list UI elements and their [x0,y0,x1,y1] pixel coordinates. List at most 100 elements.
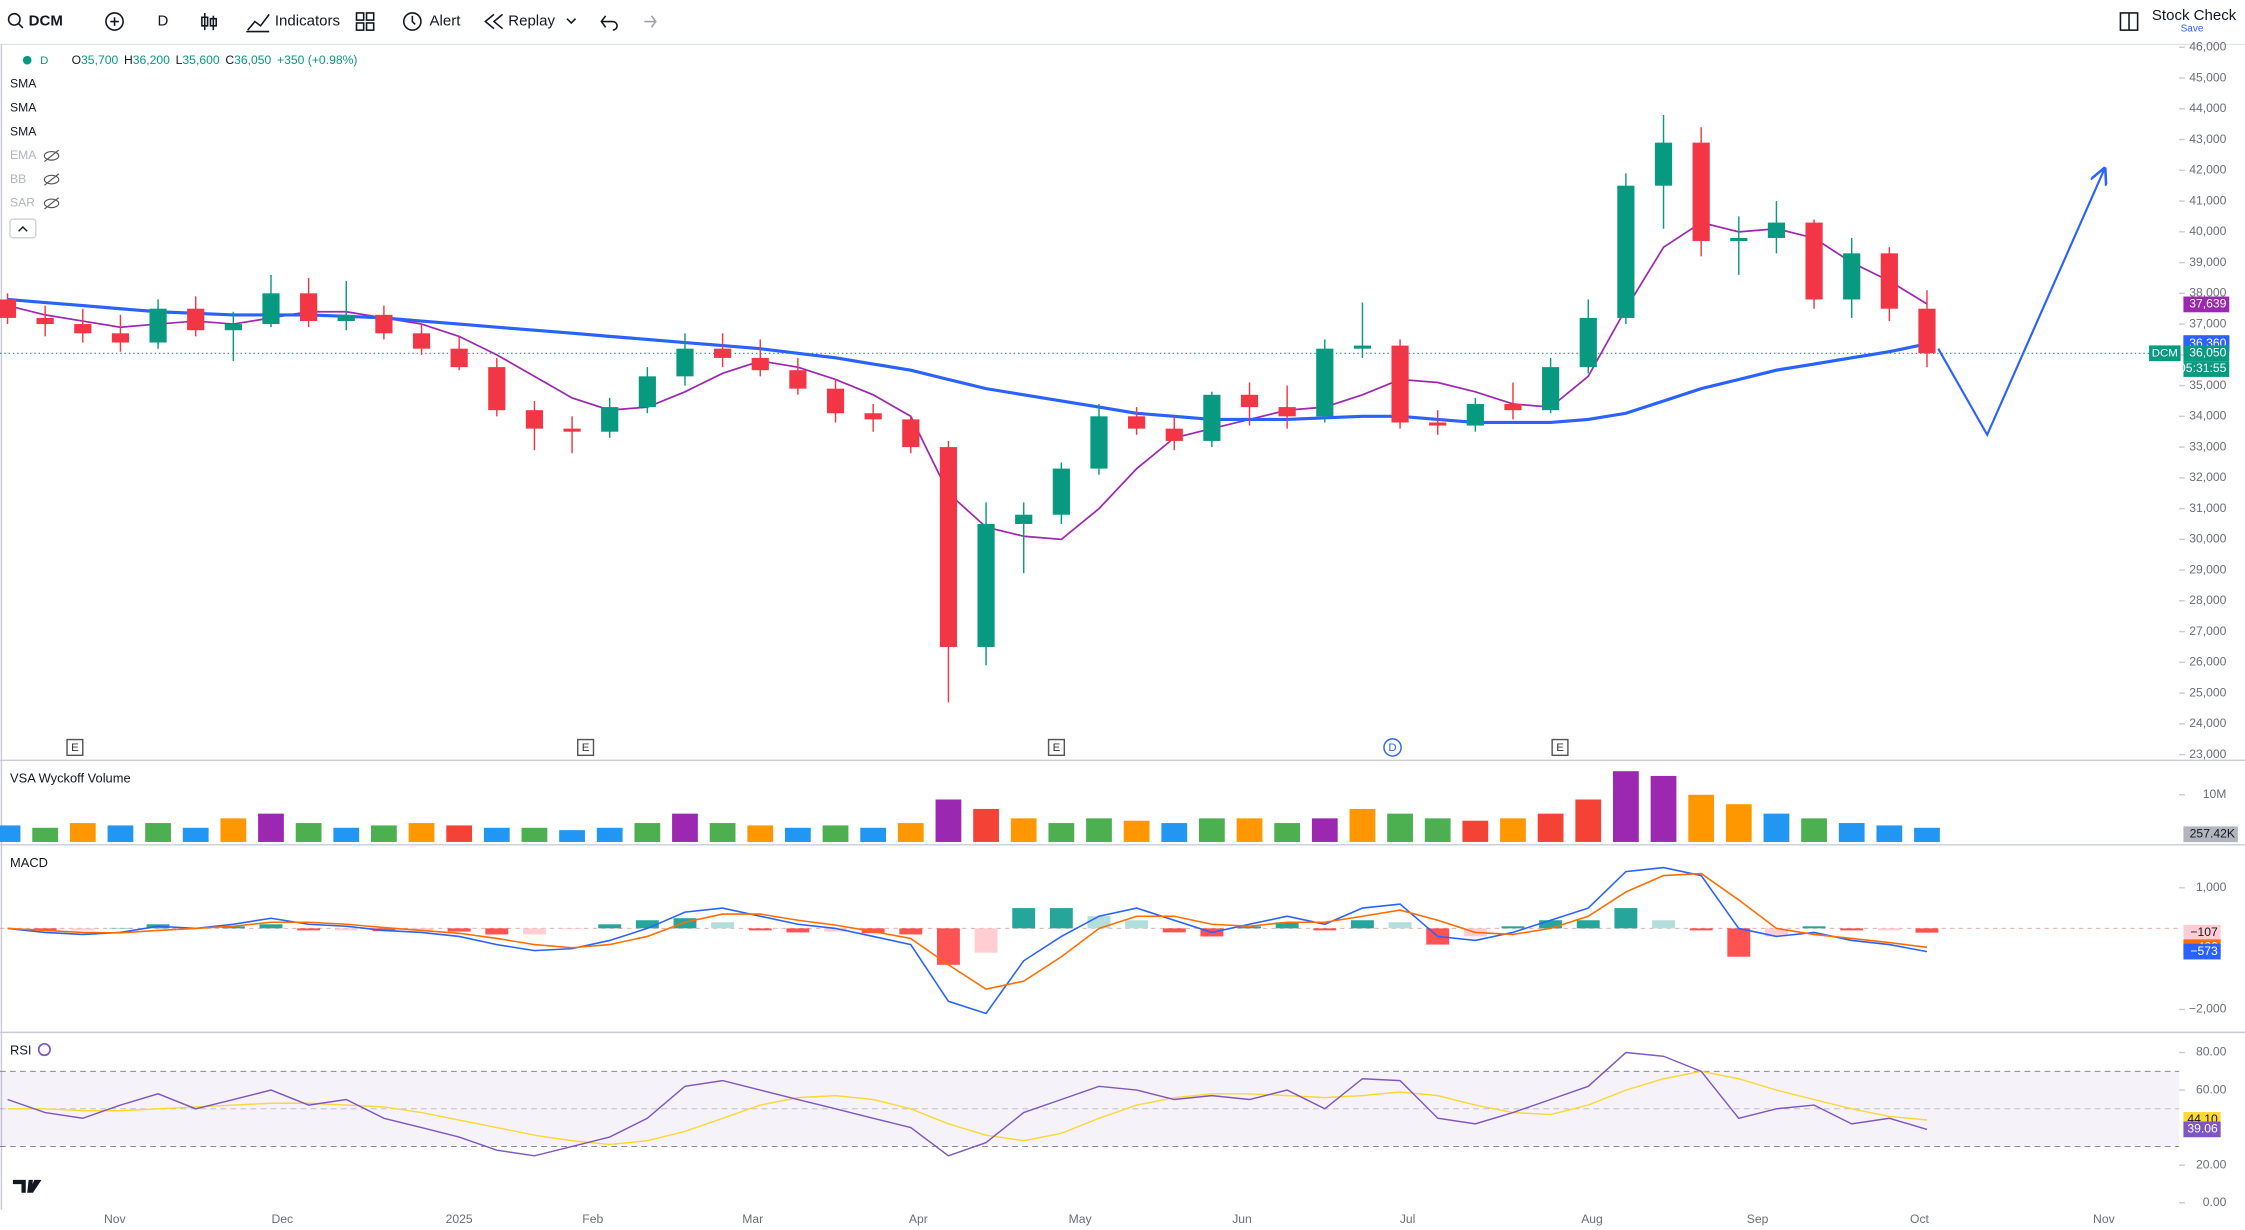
y-tick-label: 60.00 [2196,1082,2227,1096]
indicator-name: BB [10,172,26,186]
volume-bar [1010,818,1037,842]
macd-histogram-bar [334,928,358,931]
x-tick-label: Dec [271,1212,293,1226]
volume-bar [1123,820,1150,842]
y-tick-label: 44,000 [2189,101,2226,115]
value-label: 39.06 [2187,1122,2218,1136]
volume-bar [897,823,924,842]
indicators-button[interactable]: Indicators [246,13,340,33]
volume-bar [634,823,661,842]
candle-body [789,370,807,389]
undo[interactable] [600,15,618,31]
x-tick-label: Apr [909,1212,928,1226]
event-label: E [582,742,590,754]
redo[interactable] [644,15,657,28]
legend: D O35,700 H36,200 L35,600 C36,050 +350 (+0.98… [9,53,357,239]
macd-histogram-bar [1275,922,1299,929]
panel-title: MACD [10,855,48,870]
y-tick-label: 25,000 [2189,685,2226,699]
volume-bar [1763,813,1790,842]
alert-button[interactable]: Alert [402,12,462,31]
toolbar-bg [0,0,2245,44]
candle-body [187,308,205,331]
candle-body [1843,253,1861,300]
candle-body [1504,404,1522,411]
replay-button[interactable]: Replay [484,13,577,30]
candle-body [149,308,167,343]
y-tick-label: −2,000 [2189,1002,2227,1016]
macd-histogram-bar [1049,908,1073,929]
volume-bar [1424,818,1451,842]
price-label-bg [2183,345,2230,362]
value-label: −573 [2190,944,2218,958]
alert-label[interactable]: Alert [430,13,462,30]
volume-bar [1048,823,1075,842]
volume-bar [1462,820,1489,842]
volume-bar [1838,823,1865,842]
volume-bar [69,823,96,842]
symbol[interactable]: DCM [29,13,63,30]
y-tick-label: 26,000 [2189,655,2226,669]
y-tick-label: 30,000 [2189,532,2226,546]
candle-body [1240,394,1259,408]
indicator-name: SMA [10,77,37,91]
projection-drawing [1937,170,2104,438]
y-tick-label: 23,000 [2189,747,2226,761]
layout-name[interactable]: Stock Check [2152,7,2237,24]
macd-histogram-bar [1238,926,1261,929]
x-tick-label: Aug [1581,1212,1603,1226]
y-tick-label: 27,000 [2189,624,2226,638]
candle-body [1052,468,1070,515]
candle-body [450,348,468,368]
symbol-search[interactable]: DCM [7,13,63,30]
volume-bar [220,818,247,842]
candle-body [1730,237,1748,242]
volume-bar [408,823,435,842]
volume-bar [1199,818,1225,842]
candle-body [1767,222,1786,238]
templates[interactable] [355,12,375,31]
chart-type[interactable] [201,12,217,31]
candle-body [601,407,619,432]
candle-body [1429,422,1447,426]
candle-body [1278,407,1296,417]
save-label[interactable]: Save [2181,23,2204,34]
candle-body [1542,367,1560,411]
macd-histogram-bar [522,928,546,935]
volume-bar [371,825,397,842]
value-label: −107 [2190,925,2218,939]
volume-bar [973,808,999,842]
candle-body [375,314,393,334]
macd-histogram-bar [1501,926,1525,929]
ohlc-letter: H [124,53,133,67]
panel-title: RSI [10,1042,31,1057]
candle-body [1805,222,1823,300]
value-label-bg [2183,943,2221,960]
volume-bar [258,813,284,842]
candle-body [1466,404,1484,426]
x-tick-label: 2025 [446,1212,473,1226]
x-tick-label: Nov [2093,1212,2116,1226]
candle-body [676,348,694,377]
y-tick-label: 32,000 [2189,470,2226,484]
collapse-button[interactable] [9,218,37,239]
volume-bar [1161,823,1188,842]
price-label: 36,050 [2189,346,2226,360]
x-tick-label: Nov [104,1212,127,1226]
interval[interactable]: D [157,13,168,30]
candle-body [1692,142,1710,242]
volume-bar [1688,794,1715,842]
x-tick-label: Mar [742,1212,763,1226]
replay-label[interactable]: Replay [508,13,555,30]
candle-body [826,388,845,414]
indicator-name: SMA [10,101,37,115]
add-symbol[interactable] [105,12,124,31]
y-tick-label: 33,000 [2189,439,2226,453]
candle-body [902,419,920,448]
macd-histogram-bar [410,928,433,931]
y-tick-label: 20.00 [2196,1157,2227,1171]
candle-body [36,317,54,325]
indicators-label[interactable]: Indicators [275,13,340,30]
